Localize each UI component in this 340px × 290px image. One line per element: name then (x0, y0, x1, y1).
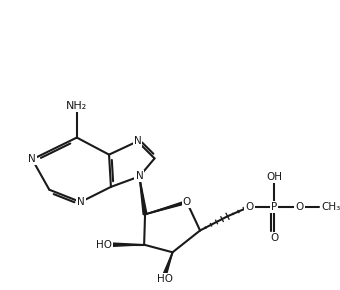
Text: O: O (183, 197, 191, 207)
Text: HO: HO (157, 274, 173, 284)
Text: O: O (245, 202, 254, 212)
Text: N: N (28, 154, 36, 164)
Text: P: P (271, 202, 277, 212)
Polygon shape (139, 176, 147, 215)
Text: N: N (77, 197, 84, 207)
Text: NH₂: NH₂ (66, 101, 87, 111)
Text: O: O (295, 202, 304, 212)
Text: OH: OH (266, 172, 282, 182)
Text: HO: HO (96, 240, 112, 250)
Polygon shape (145, 201, 187, 214)
Text: CH₃: CH₃ (321, 202, 340, 212)
Text: O: O (270, 233, 278, 243)
Polygon shape (112, 243, 144, 246)
Text: N: N (134, 136, 141, 146)
Text: N: N (136, 171, 143, 182)
Polygon shape (164, 252, 173, 275)
